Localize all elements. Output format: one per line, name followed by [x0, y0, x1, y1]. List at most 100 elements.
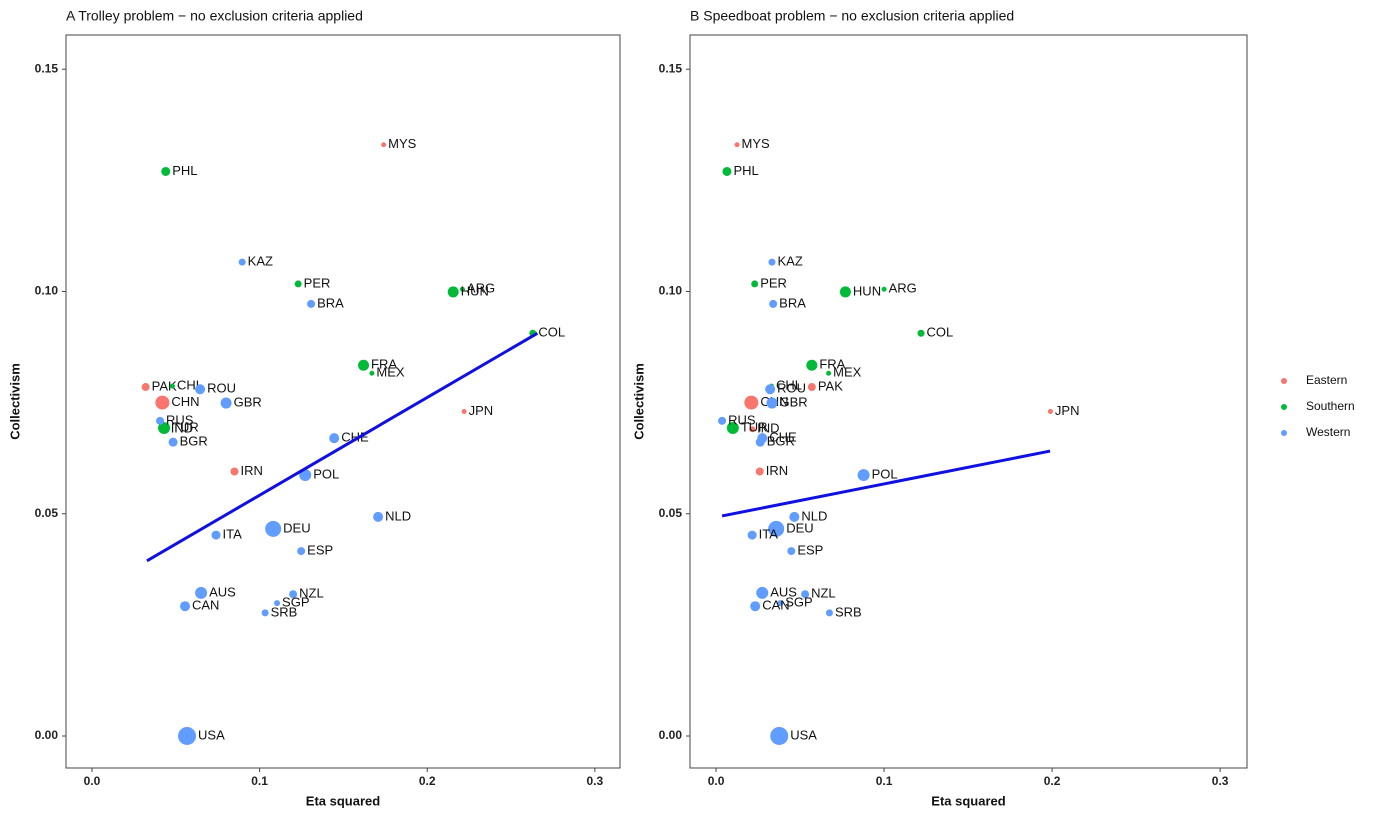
point-label: BGR — [767, 434, 795, 449]
point — [917, 329, 925, 337]
point — [261, 609, 269, 617]
point-label: HUN — [853, 283, 881, 298]
point-label: BGR — [180, 434, 208, 449]
point — [358, 359, 370, 371]
point-label: BRA — [779, 295, 806, 310]
y-tick-label: 0.05 — [35, 506, 59, 520]
legend-label: Eastern — [1306, 373, 1347, 387]
point-label: CHN — [171, 394, 199, 409]
point-label: PAK — [152, 378, 177, 393]
x-tick-label: 0.1 — [251, 774, 268, 788]
point-label: MEX — [376, 365, 405, 380]
point — [381, 142, 387, 148]
legend-label: Western — [1306, 425, 1350, 439]
chart-title: B Speedboat problem − no exclusion crite… — [690, 8, 1014, 24]
point-label: AUS — [209, 584, 236, 599]
point — [744, 395, 759, 410]
trend-line — [146, 331, 539, 563]
point-label: ROU — [777, 381, 806, 396]
legend-marker — [1281, 404, 1287, 410]
point — [749, 426, 756, 433]
point — [768, 520, 785, 537]
point — [747, 530, 757, 540]
point — [734, 142, 740, 148]
point-label: PHL — [733, 163, 758, 178]
legend-marker — [1281, 430, 1287, 436]
point-label: TUR — [172, 419, 199, 434]
point-label: ITA — [759, 527, 779, 542]
point — [857, 469, 870, 482]
point-label: MYS — [388, 136, 417, 151]
y-tick-label: 0.05 — [659, 506, 683, 520]
point — [168, 437, 178, 447]
point — [769, 299, 778, 308]
plot-frame — [65, 34, 621, 769]
legend-marker — [1281, 378, 1287, 384]
y-axis-label: Collectivism — [631, 363, 646, 440]
point-label: USA — [198, 727, 225, 742]
x-axis-label: Eta squared — [931, 793, 1005, 808]
point-label: AUS — [770, 584, 797, 599]
point-label: CHE — [769, 430, 797, 445]
x-tick-label: 0.3 — [1212, 774, 1229, 788]
legend-label: Southern — [1306, 399, 1355, 413]
point-label: SRB — [835, 604, 862, 619]
point-label: FRA — [371, 357, 397, 372]
point-label: NLD — [801, 508, 827, 523]
point-label: CHL — [776, 378, 802, 393]
point-label: NZL — [299, 586, 324, 601]
plot-frame — [689, 34, 1248, 769]
x-tick-label: 0.1 — [876, 774, 893, 788]
chart-title: A Trolley problem − no exclusion criteri… — [66, 8, 363, 24]
point-label: CHE — [341, 430, 369, 445]
point — [718, 416, 727, 425]
point — [307, 299, 316, 308]
point — [461, 409, 467, 415]
point — [756, 586, 769, 599]
point — [178, 726, 197, 745]
x-tick-label: 0.0 — [708, 774, 725, 788]
point-label: DEU — [283, 520, 310, 535]
point — [881, 286, 887, 292]
y-tick-label: 0.10 — [35, 284, 59, 298]
point — [195, 586, 208, 599]
point-label: HUN — [461, 283, 489, 298]
point — [297, 547, 306, 556]
point — [766, 397, 778, 409]
point — [141, 383, 150, 392]
point-label: ARG — [889, 281, 917, 296]
point-label: POL — [313, 467, 339, 482]
point-label: ROU — [207, 381, 236, 396]
y-tick-label: 0.10 — [659, 284, 683, 298]
point — [294, 280, 302, 288]
point-label: IND — [171, 421, 193, 436]
point — [801, 590, 810, 599]
point — [787, 547, 796, 556]
point-label: GBR — [234, 394, 262, 409]
point-label: FRA — [819, 357, 845, 372]
y-tick-label: 0.15 — [35, 61, 59, 75]
point-label: CAN — [762, 598, 789, 613]
point — [777, 600, 784, 607]
point — [158, 421, 171, 434]
point-label: RUS — [166, 412, 194, 427]
x-tick-label: 0.3 — [587, 774, 604, 788]
y-tick-label: 0.00 — [659, 728, 683, 742]
point — [765, 384, 776, 395]
point-label: CAN — [192, 598, 219, 613]
point — [751, 280, 759, 288]
point — [211, 530, 221, 540]
point — [806, 359, 818, 371]
point-label: ESP — [797, 543, 823, 558]
point-label: SGP — [282, 595, 309, 610]
point-label: MEX — [833, 365, 862, 380]
point — [757, 433, 768, 444]
y-tick-label: 0.00 — [35, 728, 59, 742]
point — [826, 370, 832, 376]
x-tick-label: 0.2 — [1044, 774, 1061, 788]
point — [161, 166, 171, 176]
point-label: ARG — [467, 281, 495, 296]
x-axis-label: Eta squared — [306, 793, 380, 808]
point — [459, 286, 465, 292]
